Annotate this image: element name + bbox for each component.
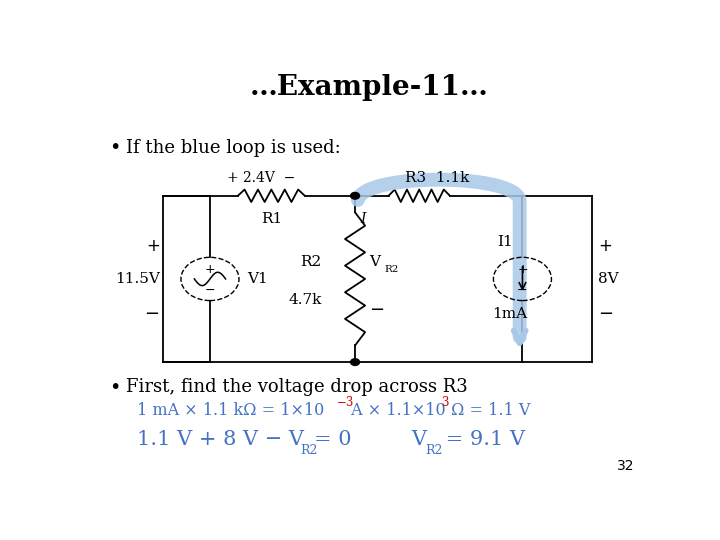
Text: R2: R2 [300,444,318,457]
Text: 11.5V: 11.5V [115,272,160,286]
Text: R3  1.1k: R3 1.1k [405,171,469,185]
Text: −: − [598,305,613,323]
Text: I1: I1 [498,234,513,248]
Text: 1mA: 1mA [492,307,527,321]
Text: 4.7k: 4.7k [288,293,322,307]
Text: +: + [517,262,528,276]
Text: 1 mA × 1.1 kΩ = 1×10: 1 mA × 1.1 kΩ = 1×10 [138,402,325,419]
Text: I: I [361,212,366,226]
Text: R2: R2 [425,444,442,457]
Text: R2: R2 [300,255,322,269]
Text: 1.1 V + 8 V − V: 1.1 V + 8 V − V [138,430,305,449]
Text: −: − [517,285,528,298]
Text: First, find the voltage drop across R3: First, find the voltage drop across R3 [126,378,468,396]
Text: R1: R1 [261,212,282,226]
Text: V: V [411,430,426,449]
Text: 8V: 8V [598,272,618,286]
Text: = 9.1 V: = 9.1 V [438,430,525,449]
Text: 32: 32 [616,459,634,473]
Text: +: + [598,237,612,255]
Text: +: + [204,262,215,276]
Text: = 0: = 0 [315,430,352,449]
Text: Ω = 1.1 V: Ω = 1.1 V [446,402,531,419]
Text: If the blue loop is used:: If the blue loop is used: [126,139,341,157]
Text: 3: 3 [441,396,449,409]
Text: •: • [109,138,121,158]
Text: R2: R2 [384,265,399,274]
Circle shape [351,359,359,366]
Text: •: • [109,377,121,396]
Text: + 2.4V  −: + 2.4V − [227,171,295,185]
Text: −: − [204,285,215,298]
Text: −3: −3 [337,396,354,409]
Text: −: − [369,301,384,319]
Text: −: − [145,305,160,323]
Text: +: + [146,237,160,255]
Text: V1: V1 [248,272,268,286]
Text: V: V [369,255,380,269]
Text: …Example-11…: …Example-11… [250,74,488,101]
Text: A × 1.1×10: A × 1.1×10 [346,402,445,419]
Circle shape [351,192,359,199]
